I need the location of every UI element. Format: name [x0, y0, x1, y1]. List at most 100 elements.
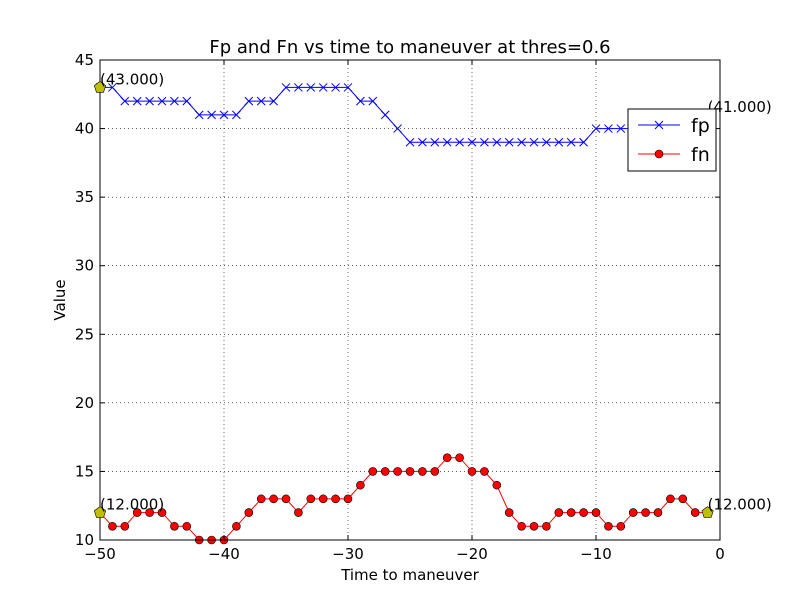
- data-point-fn: [405, 467, 415, 476]
- data-point-fn: [442, 453, 452, 463]
- series-fp: [95, 83, 712, 147]
- data-point-fn: [380, 467, 390, 476]
- data-point-fn: [157, 508, 167, 517]
- annotations: (43.000) (41.000) (12.000) (12.000): [93, 70, 772, 518]
- annotation-label: (41.000): [708, 98, 772, 116]
- data-point-fn: [641, 508, 650, 517]
- data-point-fp: [380, 110, 390, 120]
- x-axis-label: Time to maneuver: [340, 566, 479, 584]
- data-point-fn: [368, 467, 378, 476]
- data-point-fp: [492, 137, 502, 147]
- data-point-fn: [170, 521, 179, 531]
- data-point-fp: [467, 137, 477, 147]
- data-point-fp: [108, 83, 117, 92]
- series-line-fn: [99, 457, 708, 541]
- data-point-fn: [430, 467, 440, 476]
- data-point-fn: [145, 508, 154, 517]
- data-point-fp: [430, 137, 440, 147]
- data-point-fn: [393, 467, 402, 476]
- y-tick-label: 25: [75, 325, 94, 343]
- data-point-fp: [182, 96, 192, 106]
- x-tick-label: −40: [208, 545, 240, 563]
- annotation-label: (12.000): [708, 496, 772, 514]
- data-point-fn: [666, 494, 675, 504]
- data-point-fn: [566, 508, 576, 517]
- y-tick-label: 45: [75, 51, 94, 69]
- data-point-fp: [294, 83, 303, 92]
- data-point-fp: [244, 96, 254, 106]
- data-point-fn: [554, 508, 564, 517]
- x-tick-label: −20: [456, 545, 488, 563]
- data-point-fp: [604, 124, 613, 133]
- data-point-fn: [294, 508, 303, 517]
- data-point-fp: [207, 110, 216, 120]
- data-point-fp: [517, 137, 526, 147]
- data-point-fn: [492, 480, 502, 490]
- data-point-fp: [418, 137, 427, 147]
- data-point-fp: [616, 124, 626, 133]
- data-point-fn: [591, 508, 601, 517]
- data-point-fp: [442, 137, 452, 147]
- data-point-fn: [418, 467, 427, 476]
- legend-item-fp: fp: [638, 115, 710, 137]
- legend-label: fn: [691, 144, 710, 166]
- data-point-fp: [529, 137, 539, 147]
- legend-label: fp: [691, 115, 710, 137]
- data-point-fn: [467, 467, 477, 476]
- data-point-fp: [591, 124, 601, 133]
- x-tick-label: −30: [332, 545, 364, 563]
- x-tick-label: 0: [715, 545, 725, 563]
- data-point-fp: [194, 110, 204, 120]
- data-point-fp: [219, 110, 229, 120]
- plot-frame: [99, 59, 721, 541]
- data-point-fp: [269, 96, 278, 106]
- data-point-fp: [554, 137, 564, 147]
- annotation-label: (12.000): [100, 496, 164, 514]
- y-axis-label: Value: [51, 279, 69, 320]
- annotation-label: (43.000): [100, 70, 164, 88]
- chart-title: Fp and Fn vs time to maneuver at thres=0…: [209, 37, 610, 58]
- data-point-fn: [529, 521, 539, 531]
- y-tick-label: 10: [75, 531, 94, 549]
- data-point-fn: [108, 521, 117, 531]
- data-point-fn: [331, 494, 340, 504]
- data-point-fp: [356, 96, 365, 106]
- data-point-fn: [690, 508, 700, 517]
- x-tick-label: −10: [580, 545, 612, 563]
- data-point-fn: [281, 494, 291, 504]
- data-point-fp: [455, 137, 464, 147]
- data-point-fp: [331, 83, 340, 92]
- data-point-fn: [356, 480, 365, 490]
- y-tick-label: 20: [75, 394, 94, 412]
- data-point-fn: [318, 494, 328, 504]
- y-tick-label: 35: [75, 188, 94, 206]
- data-point-fn: [306, 494, 316, 504]
- data-point-fp: [120, 96, 130, 106]
- data-point-fn: [182, 521, 192, 531]
- legend-item-fn: fn: [638, 144, 710, 166]
- plot-area: [95, 83, 712, 545]
- data-point-fn: [542, 521, 551, 531]
- data-point-fn: [256, 494, 266, 504]
- data-point-fn: [579, 508, 588, 517]
- data-point-fp: [405, 137, 415, 147]
- data-point-fp: [157, 96, 167, 106]
- highlight-marker: [93, 506, 107, 518]
- y-tick-label: 30: [75, 257, 94, 275]
- series-fn: [95, 453, 712, 545]
- data-point-fn: [132, 508, 142, 517]
- series-line-fp: [100, 86, 708, 143]
- data-point-fp: [566, 137, 576, 147]
- data-point-fp: [281, 83, 291, 92]
- data-point-fp: [132, 96, 142, 106]
- data-point-fp: [318, 83, 328, 92]
- legend-marker: [654, 149, 664, 159]
- data-point-fp: [393, 124, 402, 133]
- data-point-fn: [604, 521, 613, 531]
- data-point-fp: [145, 96, 154, 106]
- data-point-fn: [504, 508, 514, 517]
- data-point-fn: [616, 521, 626, 531]
- data-point-fp: [170, 96, 179, 106]
- axes: −50 −40 −30 −20 −10 0 10 15 20 25 30 35 40 45: [75, 51, 725, 563]
